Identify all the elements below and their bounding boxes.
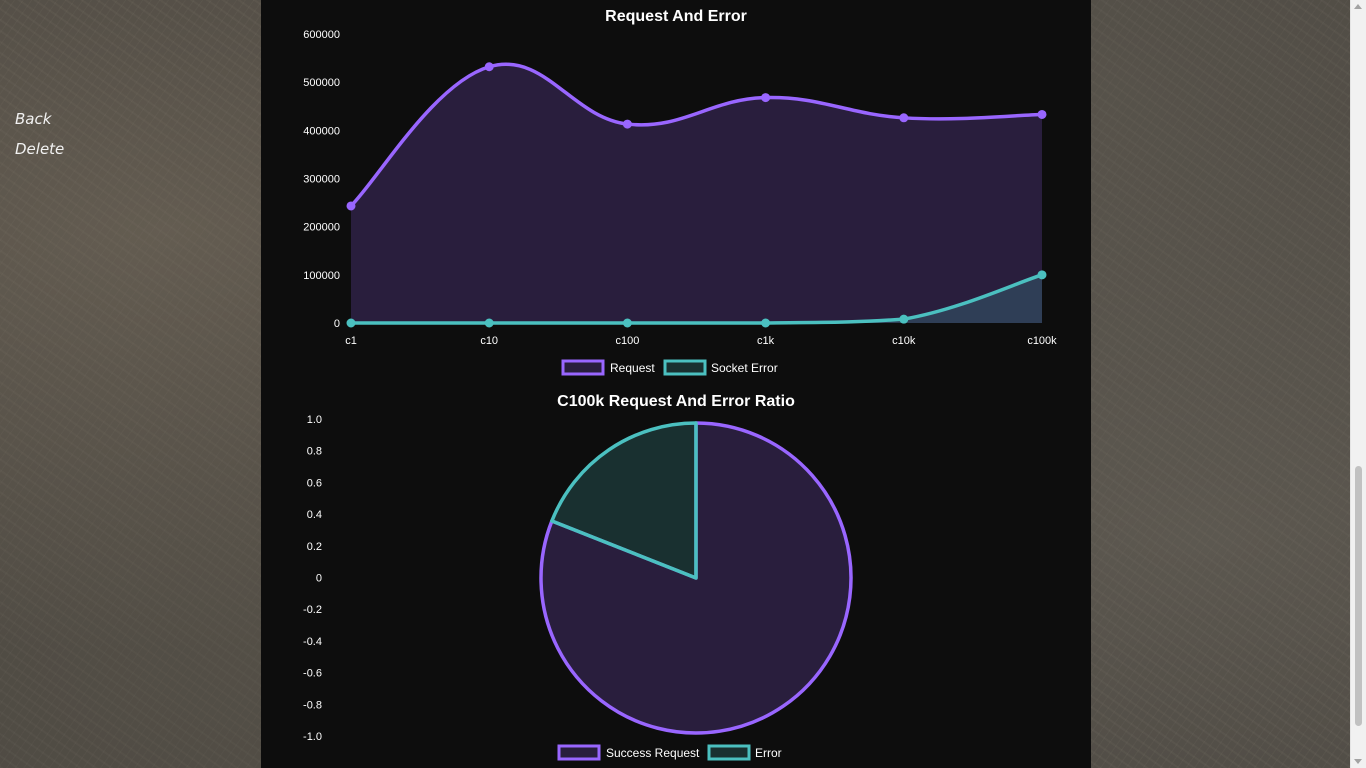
legend-item-socket-error[interactable]: Socket Error <box>663 359 778 376</box>
data-point[interactable] <box>1037 109 1047 119</box>
pie-y-tick-label: 0 <box>316 573 322 585</box>
page-scrollbar[interactable] <box>1350 0 1366 768</box>
line-chart-legend: Request Socket Error <box>561 359 778 376</box>
scroll-down-arrow-icon[interactable] <box>1354 759 1362 764</box>
series-line-0 <box>349 62 1043 208</box>
legend-swatch-socket-error <box>663 359 707 376</box>
series-area-1 <box>351 274 1042 323</box>
pie-y-tick-label: 0.8 <box>307 446 322 458</box>
back-link[interactable]: Back <box>15 110 52 128</box>
y-tick-label: 200000 <box>303 222 340 234</box>
pie-y-tick-label: -1.0 <box>303 731 322 743</box>
data-point[interactable] <box>484 318 494 328</box>
line-chart-series <box>346 62 1047 328</box>
x-tick-label: c1 <box>345 335 357 347</box>
pie-y-tick-label: -0.2 <box>303 604 322 616</box>
x-tick-label: c100k <box>1027 335 1057 347</box>
pie-y-tick-label: 0.2 <box>307 541 322 553</box>
data-point[interactable] <box>484 62 494 72</box>
pie-chart-legend: Success Request Error <box>557 744 782 761</box>
data-point[interactable] <box>761 318 771 328</box>
sidebar: Back Delete <box>15 104 64 164</box>
pie-y-tick-label: 0.6 <box>307 477 322 489</box>
y-tick-label: 300000 <box>303 174 340 186</box>
charts-canvas: Request And Error 600000 500000 400000 3000… <box>303 8 1057 761</box>
y-tick-label: 600000 <box>303 29 340 41</box>
pie-y-tick-label: -0.8 <box>303 699 322 711</box>
series-line-1 <box>351 273 1043 325</box>
x-tick-label: c100 <box>615 335 639 347</box>
legend-label-success-request: Success Request <box>606 746 700 760</box>
scroll-thumb[interactable] <box>1355 466 1362 726</box>
pie-slice-1[interactable] <box>550 421 698 580</box>
data-point[interactable] <box>622 119 632 129</box>
data-point[interactable] <box>1037 270 1047 280</box>
y-tick-label: 100000 <box>303 270 340 282</box>
data-point[interactable] <box>761 93 771 103</box>
legend-label-error: Error <box>755 746 782 760</box>
legend-swatch-request <box>561 359 605 376</box>
data-point[interactable] <box>899 113 909 123</box>
pie-chart-title: C100k Request And Error Ratio <box>557 393 795 410</box>
pie-y-tick-label: 0.4 <box>307 509 322 521</box>
pie-y-tick-label: -0.6 <box>303 668 322 680</box>
legend-label-request: Request <box>610 361 655 375</box>
scroll-up-arrow-icon[interactable] <box>1354 4 1362 9</box>
x-tick-label: c1k <box>757 335 775 347</box>
x-tick-label: c10 <box>480 335 498 347</box>
legend-swatch-error <box>707 744 751 761</box>
legend-item-error[interactable]: Error <box>707 744 782 761</box>
data-point[interactable] <box>346 318 356 328</box>
pie-chart-y-axis: 1.0 0.8 0.6 0.4 0.2 0 -0.2 -0.4 -0.6 -0.8 -1.0 <box>303 414 322 743</box>
pie-y-tick-label: 1.0 <box>307 414 322 426</box>
line-chart-title: Request And Error <box>605 8 747 25</box>
series-area-0 <box>351 64 1042 323</box>
charts-panel: Request And Error 600000 500000 400000 3000… <box>261 0 1091 768</box>
x-tick-label: c10k <box>892 335 916 347</box>
y-tick-label: 400000 <box>303 125 340 137</box>
legend-item-success-request[interactable]: Success Request <box>557 744 700 761</box>
pie-chart-slices <box>539 421 853 735</box>
legend-swatch-success-request <box>557 744 601 761</box>
data-point[interactable] <box>899 314 909 324</box>
data-point[interactable] <box>346 201 356 211</box>
legend-item-request[interactable]: Request <box>561 359 655 376</box>
data-point[interactable] <box>622 318 632 328</box>
line-chart-x-axis: c1 c10 c100 c1k c10k c100k <box>345 335 1057 347</box>
pie-y-tick-label: -0.4 <box>303 636 322 648</box>
y-tick-label: 0 <box>334 318 340 330</box>
delete-link[interactable]: Delete <box>15 140 65 158</box>
line-chart-y-axis: 600000 500000 400000 300000 200000 100000 0 <box>303 29 340 330</box>
legend-label-socket-error: Socket Error <box>711 361 778 375</box>
y-tick-label: 500000 <box>303 77 340 89</box>
